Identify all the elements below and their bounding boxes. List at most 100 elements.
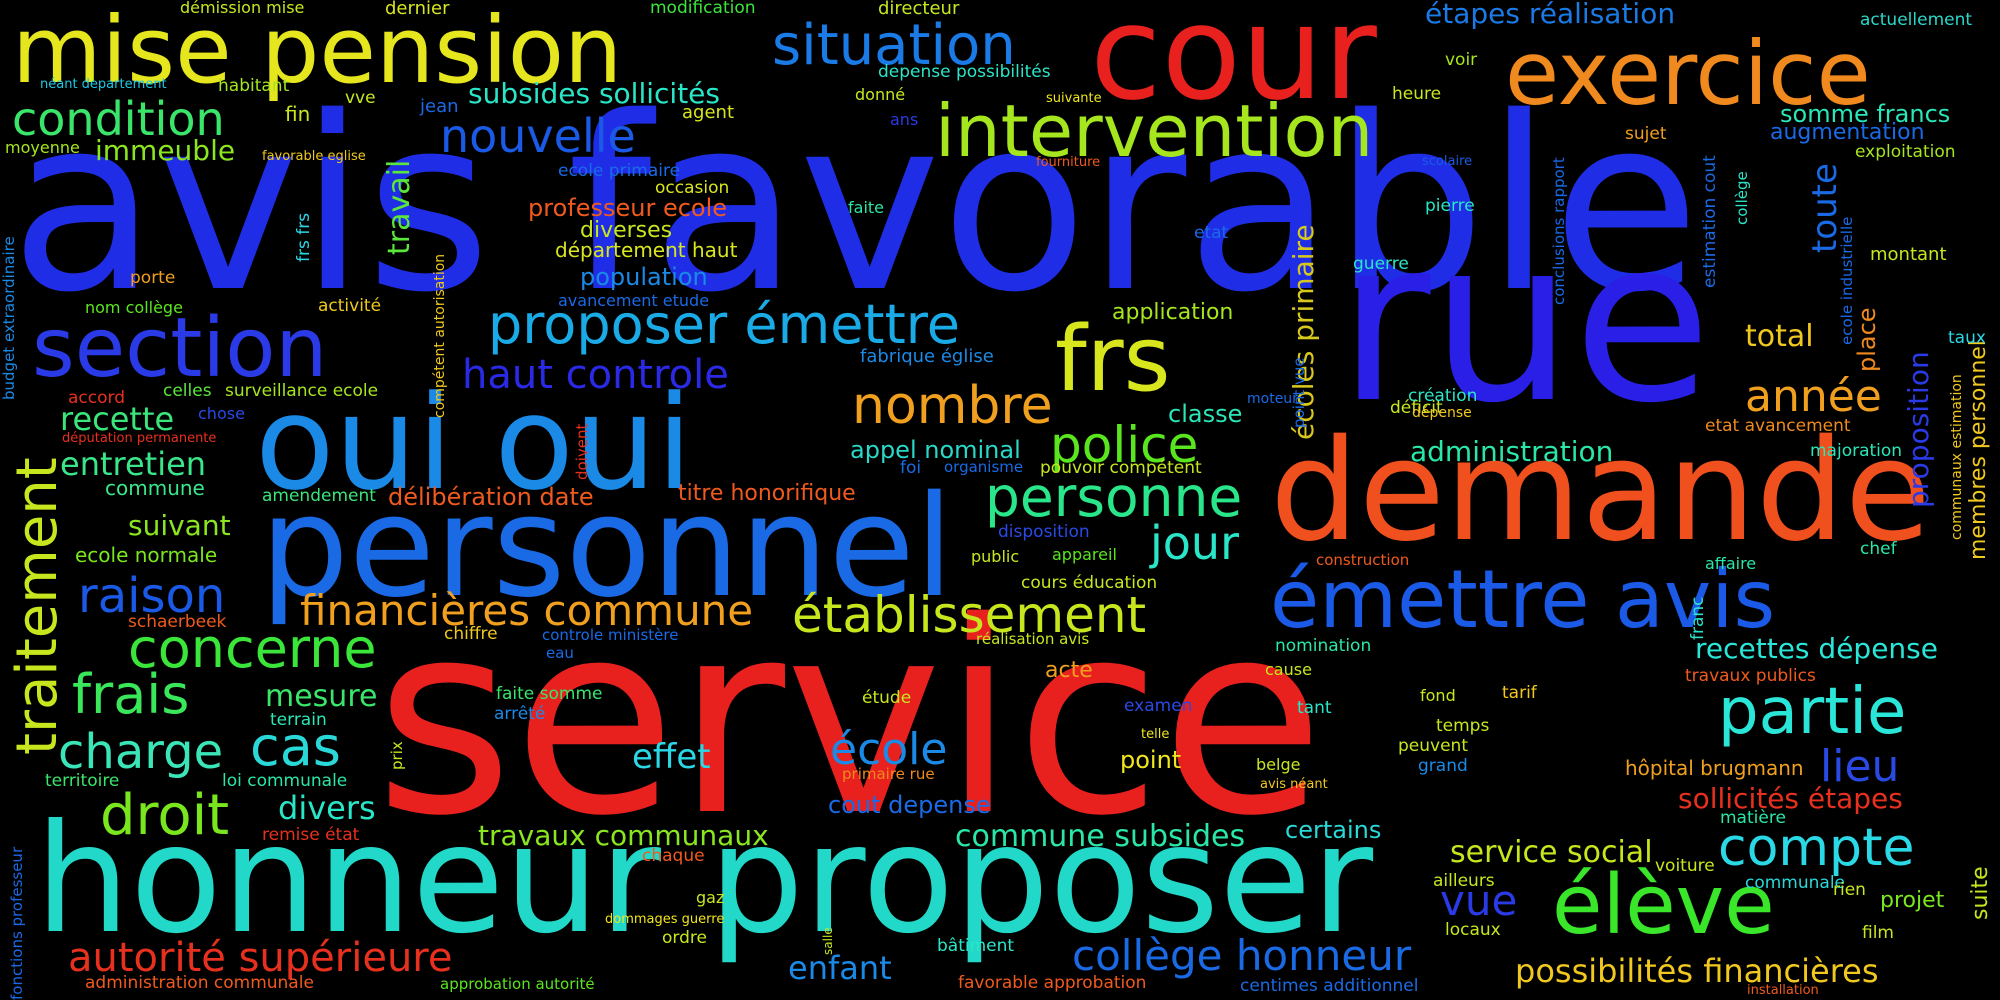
word: estimation cout: [1700, 155, 1720, 288]
word: avis néant: [1260, 777, 1328, 792]
word: frais: [72, 663, 190, 726]
word: chaque: [642, 846, 705, 866]
word: toute: [1805, 163, 1845, 253]
word: majoration: [1810, 441, 1903, 461]
word: montant: [1870, 244, 1947, 265]
word: scolaire: [1422, 154, 1473, 169]
word: travaux communaux: [478, 819, 769, 852]
word: cours éducation: [1021, 573, 1158, 593]
word: ailleurs: [1433, 871, 1495, 891]
word: titre honorifique: [678, 481, 856, 506]
word: suivante: [1046, 91, 1102, 106]
word: professeur ecole: [528, 194, 728, 222]
word: travaux publics: [1685, 666, 1816, 686]
word: terrain: [270, 710, 327, 730]
word: nombre: [852, 376, 1053, 436]
word: bâtiment: [937, 936, 1015, 956]
word: collège honneur: [1072, 931, 1412, 980]
word: communaux estimation: [1949, 374, 1965, 540]
word: commune subsides: [955, 819, 1246, 854]
word: frs frs: [294, 212, 314, 262]
word: porte: [130, 268, 176, 288]
word: foi: [900, 458, 922, 478]
word: travail: [382, 159, 417, 255]
word: fourniture: [1036, 155, 1101, 170]
word: favorable eglise: [262, 149, 366, 164]
word: administration communale: [85, 973, 314, 993]
word: application: [1112, 300, 1234, 325]
word: service social: [1450, 835, 1653, 870]
word: tant: [1297, 698, 1332, 718]
word: modification: [650, 0, 756, 18]
word: concerne: [128, 617, 377, 680]
word: entretien: [60, 445, 207, 483]
word: occasion: [655, 178, 730, 198]
word: haut controle: [462, 352, 729, 398]
word: déficit: [1390, 398, 1443, 418]
word: franc: [1688, 596, 1708, 640]
word: place: [1853, 307, 1881, 372]
word: appel nominal: [850, 436, 1021, 464]
word: amendement: [262, 486, 376, 506]
word: charge: [58, 724, 224, 780]
word: chiffre: [444, 624, 498, 644]
word: personne: [985, 465, 1243, 529]
word: nouvelle: [440, 109, 636, 163]
word: point: [1120, 746, 1182, 774]
word: rien: [1833, 880, 1866, 900]
word: nomination: [1275, 636, 1372, 656]
word: ordre: [662, 928, 707, 948]
word: membres personnel: [1966, 340, 1991, 560]
word: sujet: [1625, 124, 1667, 144]
word: mise pension: [12, 0, 623, 104]
word: avis favorable: [10, 65, 1700, 345]
word: moteur: [1247, 391, 1298, 407]
word: affaire: [1705, 554, 1757, 573]
word: approbation autorité: [440, 975, 595, 993]
word: telle: [1141, 727, 1170, 742]
word: cause: [1265, 660, 1312, 679]
word: députation permanente: [62, 431, 217, 446]
word: certains: [1285, 816, 1382, 844]
word: actuellement: [1860, 10, 1973, 30]
word: néant departement: [40, 77, 167, 92]
word: enfant: [788, 949, 892, 987]
word: émettre avis: [1270, 553, 1776, 646]
word: directeur: [878, 0, 960, 19]
word: ecole industrielle: [1838, 216, 1856, 345]
word: pouvoir compétent: [1040, 458, 1202, 478]
word: étapes réalisation: [1425, 0, 1676, 30]
word: centimes additionnel: [1240, 976, 1419, 996]
word: arrêté: [494, 704, 546, 724]
word: habitant: [218, 76, 290, 96]
word: salle: [821, 927, 835, 955]
word: moyenne: [5, 138, 80, 157]
word: faite: [848, 198, 884, 217]
word: chose: [198, 404, 245, 423]
word: budget extraordinaire: [0, 236, 18, 400]
word: collège: [1733, 171, 1751, 225]
word: construction: [1316, 551, 1410, 569]
word: élève: [1552, 858, 1775, 953]
word: vue: [1440, 876, 1518, 925]
word: année: [1745, 371, 1882, 422]
word: chef: [1860, 539, 1897, 559]
word: partie: [1718, 675, 1907, 749]
word: depense possibilités: [878, 62, 1051, 82]
word: remise état: [262, 825, 360, 845]
word: intervention: [935, 89, 1374, 173]
word: vve: [345, 88, 376, 108]
word: activité: [318, 296, 382, 316]
word: classe: [1168, 400, 1243, 428]
word: projet: [1880, 888, 1945, 913]
word: compétent autorisation: [432, 253, 448, 418]
word: somme francs: [1780, 100, 1951, 128]
word: personnel: [260, 466, 954, 629]
word: taux: [1948, 328, 1986, 348]
word: hôpital brugmann: [1625, 756, 1804, 780]
word: film: [1862, 923, 1894, 943]
word: ans: [890, 110, 919, 129]
word: possibilités financières: [1515, 952, 1879, 990]
word: conclusions rapport: [1550, 157, 1568, 305]
